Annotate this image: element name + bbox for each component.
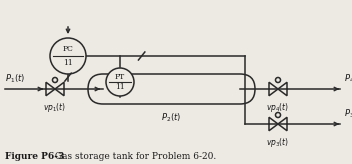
Circle shape	[50, 38, 86, 74]
Text: 11: 11	[63, 59, 73, 67]
Text: $P_4(t)$: $P_4(t)$	[344, 72, 352, 85]
Text: $P_3(t)$: $P_3(t)$	[344, 107, 352, 120]
FancyBboxPatch shape	[88, 74, 255, 104]
Text: Figure P6-3: Figure P6-3	[5, 152, 64, 161]
Text: 11: 11	[115, 83, 125, 91]
Text: PC: PC	[63, 45, 74, 53]
Text: $vp_3(t)$: $vp_3(t)$	[266, 136, 290, 149]
Text: $P_2(t)$: $P_2(t)$	[162, 112, 182, 124]
Text: PT: PT	[115, 73, 125, 81]
Text: $P_1(t)$: $P_1(t)$	[5, 72, 25, 85]
Text: $vp_1(t)$: $vp_1(t)$	[43, 101, 67, 114]
Text: $vp_4(t)$: $vp_4(t)$	[266, 101, 290, 114]
Text: Gas storage tank for Problem 6-20.: Gas storage tank for Problem 6-20.	[52, 152, 216, 161]
Circle shape	[106, 68, 134, 96]
